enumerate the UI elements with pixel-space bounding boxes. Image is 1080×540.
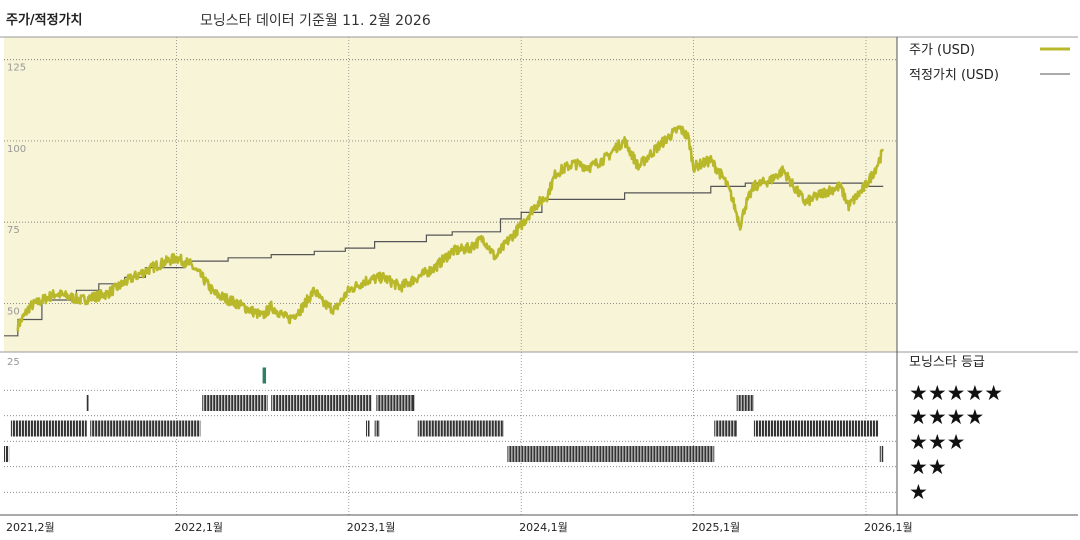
chart-gridlines bbox=[4, 37, 897, 515]
price-plot-area bbox=[4, 37, 897, 352]
legend-price-label: 주가 (USD) bbox=[909, 43, 975, 58]
rating-4-segment bbox=[86, 395, 89, 411]
y-tick-label: 50 bbox=[7, 306, 20, 317]
legend-fair-label: 적정가치 (USD) bbox=[909, 68, 999, 83]
rating-axis-label: 25 bbox=[7, 357, 20, 368]
x-tick-label: 2026,1월 bbox=[864, 521, 913, 534]
rating-3-stars: ★★★ bbox=[909, 430, 965, 454]
rating-4-stars: ★★★★ bbox=[909, 405, 984, 429]
y-tick-label: 125 bbox=[7, 63, 26, 74]
x-tick-label: 2024,1월 bbox=[519, 521, 568, 534]
y-tick-label: 100 bbox=[7, 144, 26, 155]
price-series bbox=[16, 125, 885, 332]
y-tick-label: 75 bbox=[7, 225, 20, 236]
rating-legend-title: 모닝스타 등급 bbox=[909, 355, 985, 370]
rating-3-segment bbox=[417, 420, 504, 437]
rating-3-segment bbox=[374, 420, 380, 437]
rating-bar bbox=[376, 395, 415, 411]
rating-4-segment bbox=[376, 395, 415, 411]
rating-2-stars: ★★ bbox=[909, 455, 947, 479]
rating-marker bbox=[262, 367, 267, 384]
rating-3-segment bbox=[753, 420, 879, 437]
rating-3-segment bbox=[366, 420, 370, 437]
x-tick-label: 2023,1월 bbox=[347, 521, 396, 534]
rating-bar bbox=[736, 395, 754, 411]
rating-bar bbox=[714, 420, 737, 437]
chart-title: 주가/적정가치 bbox=[6, 13, 83, 28]
rating-bar bbox=[271, 395, 372, 411]
rating-3-segment bbox=[10, 420, 87, 437]
rating-5-segment bbox=[262, 367, 267, 384]
x-tick-label: 2022,1월 bbox=[174, 521, 223, 534]
rating-1-star: ★ bbox=[909, 480, 928, 504]
chart-axes: 50 75 100 125 25 2021,2월 2022,1월 2023,1월 2024,1월… bbox=[0, 36, 1078, 534]
rating-3-segment bbox=[90, 420, 201, 437]
x-tick-label: 2025,1월 bbox=[692, 521, 741, 534]
rating-3-segment bbox=[714, 420, 737, 437]
rating-2-segment bbox=[4, 446, 10, 462]
rating-4-segment bbox=[736, 395, 754, 411]
fair-value-series bbox=[4, 182, 884, 337]
rating-bar bbox=[4, 446, 10, 462]
price-line bbox=[16, 125, 885, 332]
rating-5-stars: ★★★★★ bbox=[909, 381, 1003, 405]
rating-4-segment bbox=[202, 395, 268, 411]
rating-bar bbox=[86, 395, 89, 411]
rating-2-segment bbox=[507, 446, 715, 462]
rating-bars bbox=[4, 367, 884, 462]
rating-2-segment bbox=[879, 446, 884, 462]
x-tick-label: 2021,2월 bbox=[6, 521, 55, 534]
data-date-subtitle: 모닝스타 데이터 기준월 11. 2월 2026 bbox=[200, 13, 431, 29]
rating-4-segment bbox=[271, 395, 372, 411]
rating-bar bbox=[374, 420, 380, 437]
fair-value-line bbox=[4, 182, 884, 337]
rating-bar bbox=[753, 420, 879, 437]
